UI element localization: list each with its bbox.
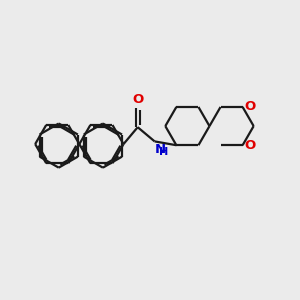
Text: O: O xyxy=(132,93,143,106)
Text: O: O xyxy=(245,100,256,113)
Text: H: H xyxy=(159,147,169,157)
Text: O: O xyxy=(245,139,256,152)
Text: N: N xyxy=(155,143,166,156)
